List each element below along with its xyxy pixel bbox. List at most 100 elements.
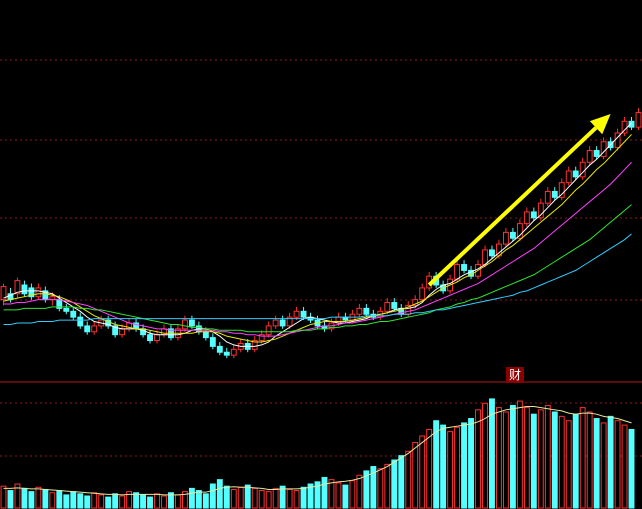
volume-bar <box>202 493 209 509</box>
candlestick <box>593 146 600 160</box>
volume-bar <box>523 407 530 509</box>
candlestick <box>0 283 7 306</box>
volume-bar <box>356 474 363 509</box>
grid-layer <box>0 59 642 457</box>
volume-bar <box>14 483 21 509</box>
volume-bar <box>349 480 356 509</box>
trend-arrow-head <box>589 114 611 135</box>
trend-arrow-shaft <box>427 126 598 287</box>
candlestick <box>126 318 133 332</box>
volume-bar <box>419 435 426 509</box>
moving-average-line <box>3 122 632 347</box>
candlestick <box>147 330 153 344</box>
candle-body <box>265 325 272 336</box>
candlestick <box>272 315 279 329</box>
candle-body <box>558 182 565 198</box>
candle-body <box>551 190 558 198</box>
volume-bar <box>391 459 398 509</box>
volume-bar <box>558 415 565 509</box>
candle-body <box>516 223 523 239</box>
candle-body <box>209 337 216 347</box>
candlestick <box>181 315 188 332</box>
volume-bar <box>209 483 216 509</box>
volume-bar <box>147 496 153 509</box>
volume-bar <box>579 407 586 509</box>
volume-bar <box>21 487 28 509</box>
candlestick <box>419 283 426 303</box>
volume-bar <box>377 468 384 509</box>
candle-body <box>91 325 98 333</box>
volume-bar <box>188 487 195 509</box>
candle-body <box>489 249 495 257</box>
trend-arrow <box>427 114 611 287</box>
volume-bar <box>426 428 433 509</box>
volume-bar <box>56 490 63 509</box>
candle-body <box>147 334 153 342</box>
candle-body <box>258 334 265 342</box>
volume-bar <box>126 491 133 509</box>
candlestick <box>461 260 467 274</box>
candle-body <box>230 348 237 356</box>
candlestick <box>544 187 551 207</box>
candle-body <box>544 190 551 204</box>
volume-bar <box>0 485 7 509</box>
volume-panel <box>0 398 635 509</box>
volume-bar <box>614 420 621 509</box>
candle-body <box>112 325 119 336</box>
volume-bar <box>112 493 119 509</box>
volume-bar <box>181 491 188 509</box>
candlestick <box>586 146 593 166</box>
candle-body <box>300 310 307 318</box>
candle-body <box>216 345 223 353</box>
volume-bar <box>293 490 300 509</box>
candlestick <box>384 298 391 315</box>
volume-bar <box>258 490 265 509</box>
candlestick <box>530 207 537 221</box>
volume-bar <box>175 494 181 509</box>
candlestick <box>405 301 412 318</box>
candlestick <box>258 330 265 344</box>
candlestick <box>628 116 635 131</box>
candle-body <box>35 287 42 298</box>
candle-body <box>572 170 579 178</box>
candle-body <box>419 287 426 301</box>
volume-bar <box>230 488 237 509</box>
candle-body <box>70 310 77 318</box>
volume-bar <box>489 398 495 509</box>
candlestick <box>265 321 272 338</box>
volume-bar <box>461 422 467 509</box>
volume-bar <box>279 485 286 509</box>
volume-bar <box>363 470 370 509</box>
volume-bar <box>600 422 607 509</box>
candlestick <box>607 137 614 151</box>
candlestick <box>516 219 523 242</box>
candle-body <box>586 150 593 163</box>
volume-bar <box>537 409 544 509</box>
candlestick <box>293 306 300 321</box>
volume-bar <box>216 479 223 509</box>
candle-body <box>279 319 286 327</box>
volume-bar <box>475 409 481 509</box>
candlestick <box>279 315 286 329</box>
candle-body <box>77 316 84 327</box>
candle-body <box>384 302 391 312</box>
volume-bar <box>398 455 405 509</box>
candlestick <box>363 304 370 318</box>
candle-body <box>530 211 537 219</box>
candle-body <box>161 328 167 336</box>
candle-body <box>286 316 293 327</box>
moving-average-line <box>3 134 632 343</box>
volume-bar <box>7 490 14 509</box>
candle-body <box>509 231 516 239</box>
volume-bar <box>572 413 579 509</box>
candlestick <box>251 336 258 353</box>
candlestick <box>537 198 544 221</box>
volume-bar <box>482 402 488 509</box>
candlestick <box>21 280 28 297</box>
candlestick <box>63 304 70 315</box>
candle-body <box>63 307 70 312</box>
volume-bar <box>49 492 56 509</box>
candlestick <box>216 342 223 356</box>
